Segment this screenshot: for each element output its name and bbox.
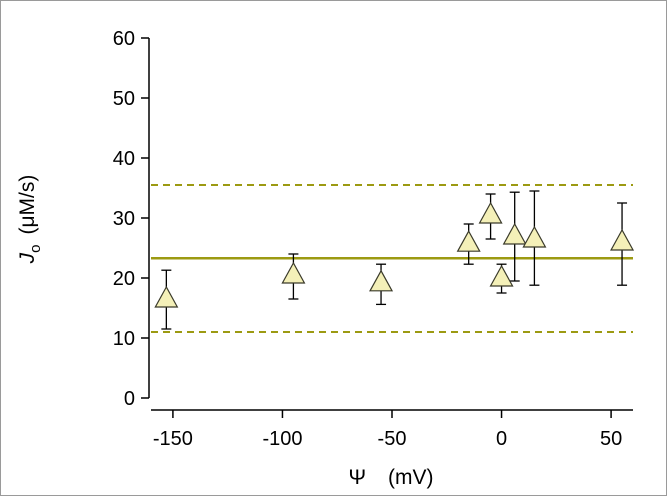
data-point-triangle (522, 225, 547, 248)
x-axis: -150 -100 -50 0 50 (151, 409, 633, 450)
x-tick-label: 50 (600, 428, 622, 450)
data-point-triangle (489, 264, 514, 287)
x-tick-label: 0 (496, 428, 507, 450)
y-axis-label: Jo (μM/s) (16, 175, 44, 265)
x-axis-label-symbol: Ψ (348, 466, 366, 489)
y-tick-label: 50 (113, 88, 135, 110)
y-tick-label: 60 (113, 28, 135, 50)
y-tick-label: 20 (113, 268, 135, 290)
y-tick-label: 0 (124, 388, 135, 410)
data-points (154, 201, 635, 308)
x-tick-label: -100 (262, 428, 302, 450)
error-bars (161, 190, 628, 330)
y-tick-label: 10 (113, 328, 135, 350)
data-point-triangle (281, 261, 306, 284)
data-point-triangle (610, 228, 635, 251)
reference-lines (151, 184, 633, 333)
x-axis-label-unit: (mV) (388, 466, 434, 489)
y-axis-label-main: J (16, 252, 39, 264)
y-axis-label-sub: o (27, 245, 44, 253)
x-axis-label: Ψ (mV) (348, 466, 433, 489)
data-point-triangle (478, 201, 503, 224)
y-axis-label-unit: (μM/s) (16, 175, 39, 235)
data-point-triangle (502, 222, 527, 245)
data-point-triangle (456, 229, 481, 252)
y-tick-label: 40 (113, 148, 135, 170)
x-tick-label: -150 (153, 428, 193, 450)
data-point-triangle (369, 269, 394, 292)
y-tick-label: 30 (113, 208, 135, 230)
data-point-triangle (154, 285, 179, 308)
x-tick-label: -50 (378, 428, 407, 450)
y-axis: 0 10 20 30 40 50 60 (113, 28, 150, 410)
